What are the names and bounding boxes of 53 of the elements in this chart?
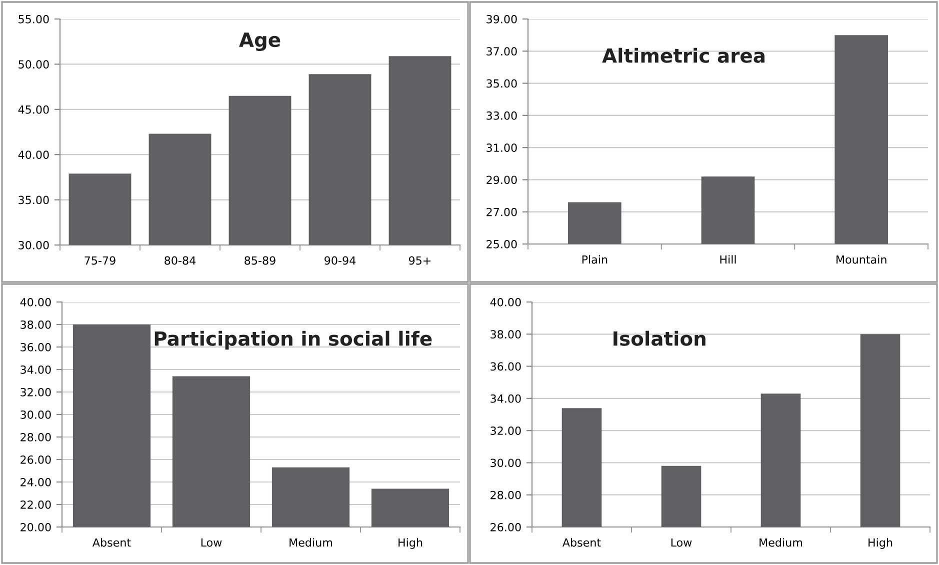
y-tick-label: 30.00 [18,240,49,250]
y-tick-label: 40.00 [18,150,49,159]
y-tick-label: 34.00 [490,394,521,403]
y-tick-label: 37.00 [486,47,517,56]
y-tick-label: 38.00 [20,320,51,329]
y-tick-label: 29.00 [486,176,517,184]
x-tick-label: Low [671,538,692,547]
x-tick-label: Absent [92,538,131,547]
y-tick-label: 28.00 [490,490,521,500]
y-tick-label: 30.00 [490,458,521,468]
y-tick-label: 39.00 [486,14,517,24]
text: Isolation [614,330,706,346]
y-tick-label: 45.00 [18,105,49,114]
x-tick-label: Medium [760,538,802,547]
y-tick-label: 40.00 [490,298,521,306]
y-tick-label: 35.00 [486,79,517,88]
x-tick-label: High [398,538,422,549]
x-tick-label: High [868,538,892,549]
x-tick-label: 90-94 [324,256,356,265]
x-tick-label: Absent [562,538,601,547]
x-tick-label: 85-89 [244,256,276,265]
y-tick-label: 55.00 [18,14,49,24]
y-tick-label: 32.00 [490,426,521,435]
y-tick-label: 50.00 [18,60,49,69]
y-tick-label: 22.00 [20,500,51,509]
y-tick-label: 36.00 [20,342,51,352]
y-tick-label: 36.00 [490,362,521,371]
y-tick-label: 35.00 [18,196,49,204]
x-tick-label: Plain [582,255,608,264]
x-tick-label: Mountain [836,255,886,264]
y-tick-label: 27.00 [486,208,517,216]
text: Participation in social life [154,330,432,350]
x-tick-label: Hill [720,255,736,264]
x-tick-label: 95+ [408,256,431,265]
y-tick-label: 34.00 [20,365,51,374]
y-tick-label: 40.00 [20,298,51,306]
y-tick-label: 26.00 [20,455,51,464]
y-tick-label: 33.00 [486,111,517,120]
y-tick-label: 32.00 [20,388,51,396]
y-tick-label: 26.00 [490,522,521,532]
x-tick-label: 75-79 [84,256,116,265]
x-tick-label: Low [201,538,222,547]
text: Age [239,32,280,52]
y-tick-label: 20.00 [20,522,51,532]
text: Altimetric area [602,48,764,63]
y-tick-label: 24.00 [20,478,51,486]
y-tick-label: 38.00 [490,330,521,339]
x-tick-label: Medium [290,538,332,547]
y-tick-label: 30.00 [20,410,51,419]
y-tick-label: 25.00 [486,240,517,248]
x-tick-label: 80-84 [164,256,196,265]
y-tick-label: 28.00 [20,432,51,442]
y-tick-label: 31.00 [486,144,517,152]
